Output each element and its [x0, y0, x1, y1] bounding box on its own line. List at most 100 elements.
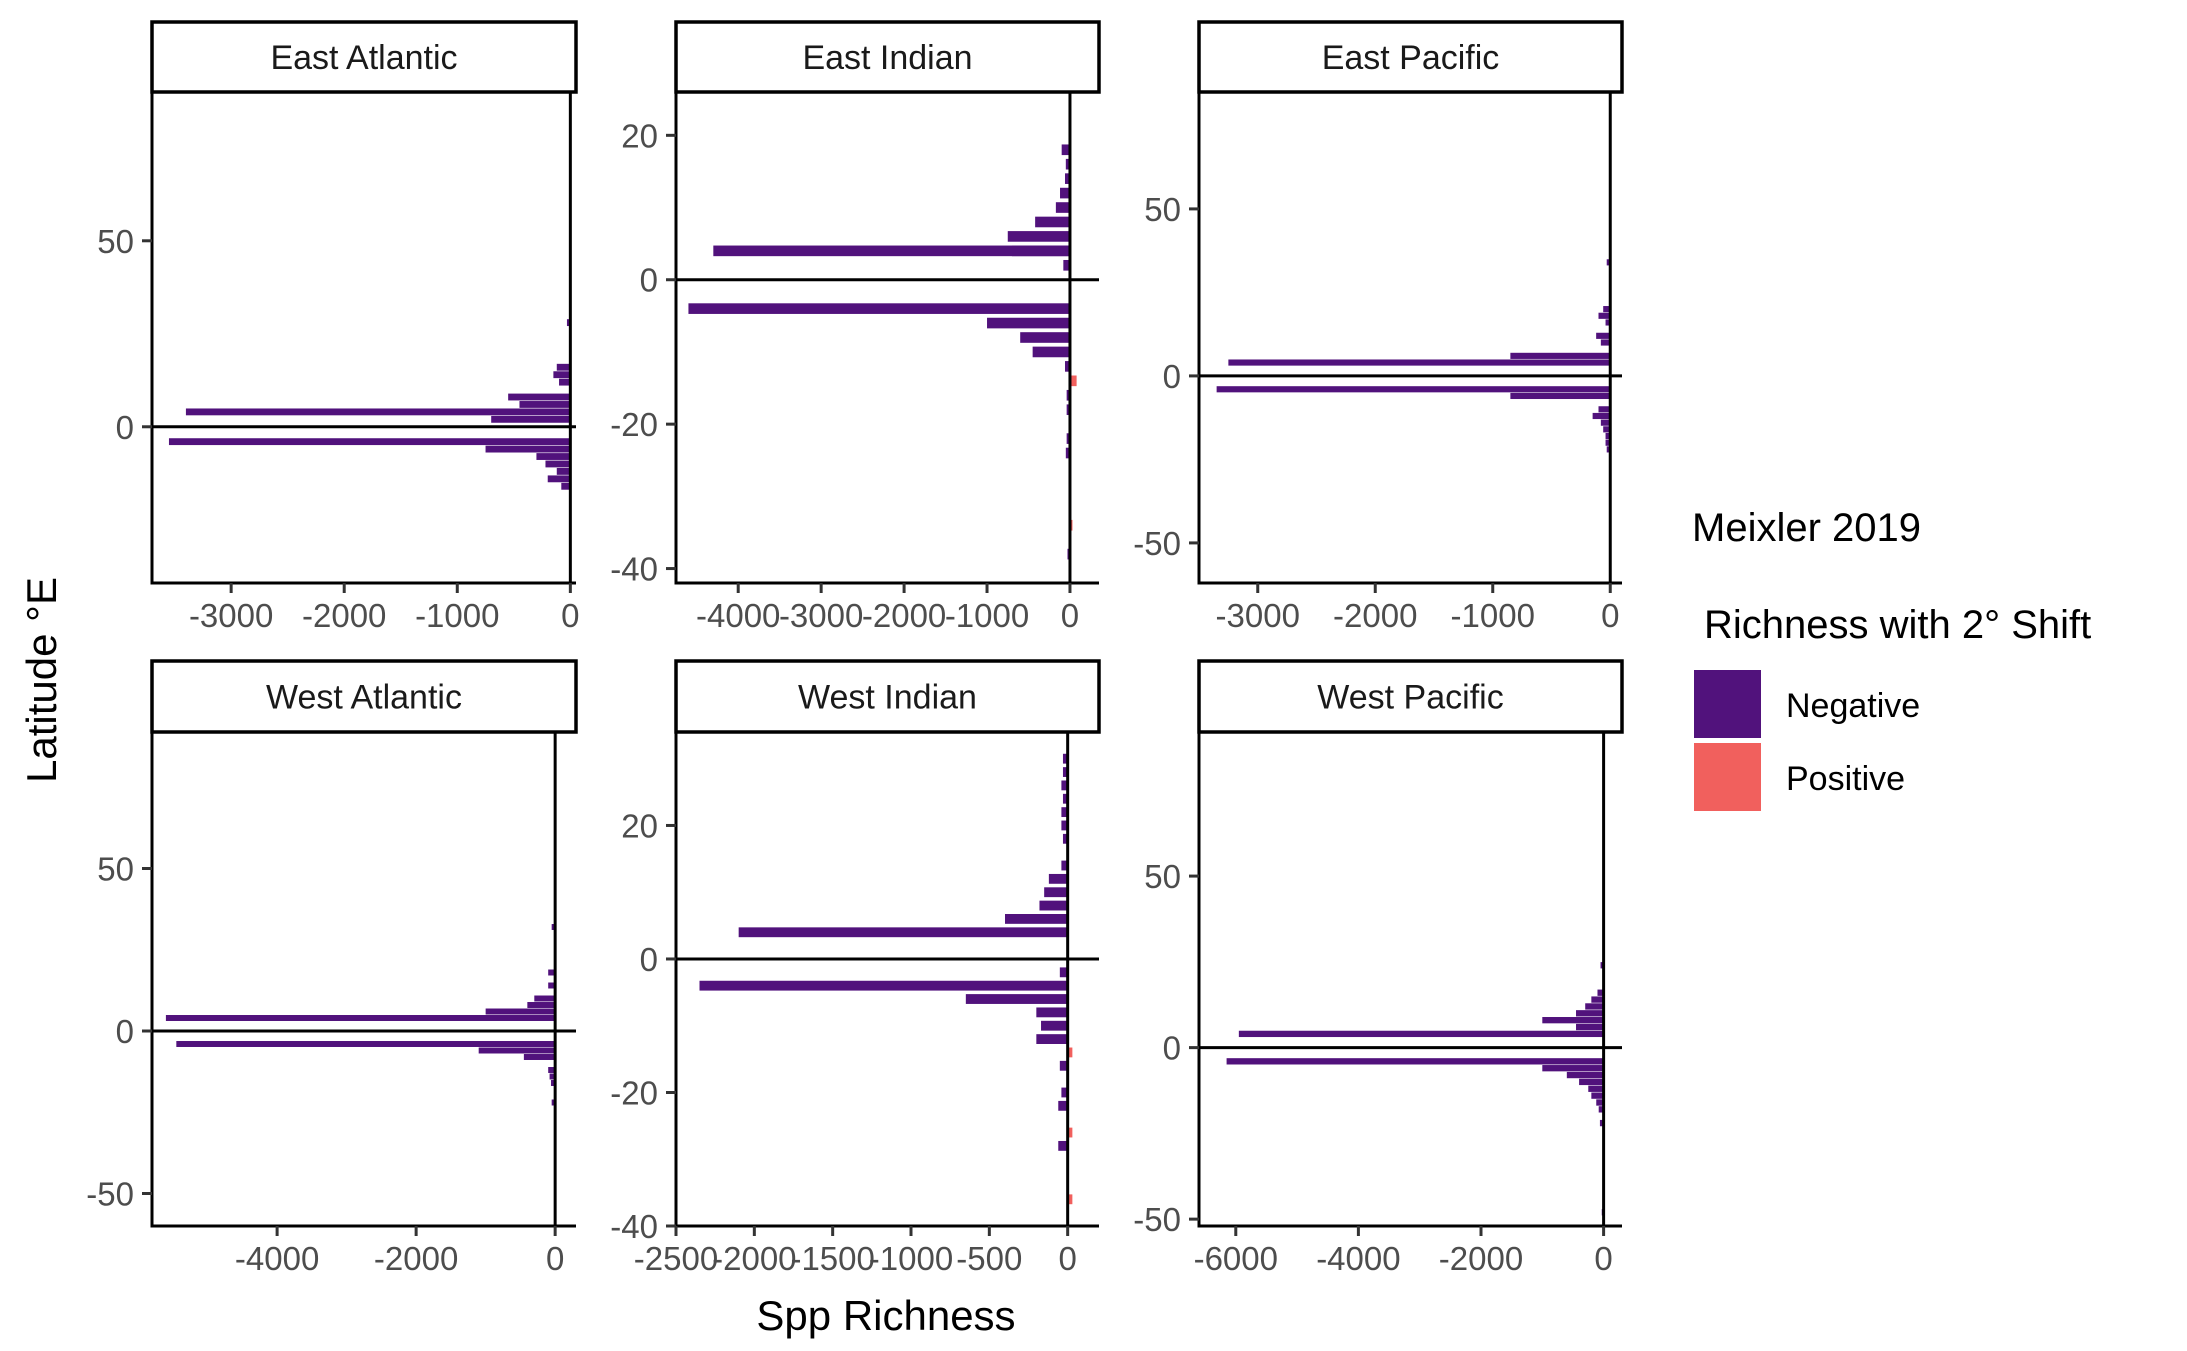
bar-negative [519, 401, 571, 408]
bar-negative [1228, 359, 1611, 366]
x-tick-label: -1000 [1451, 597, 1535, 634]
x-tick-label: -1500 [790, 1240, 874, 1277]
bar-negative [987, 317, 1070, 329]
y-tick-label: 0 [1163, 358, 1181, 395]
bar-positive [1067, 1127, 1073, 1138]
panel-title: East Pacific [1322, 39, 1500, 77]
bar-negative [1597, 989, 1604, 996]
bar-negative [1036, 1034, 1068, 1044]
x-tick-label: -1000 [945, 597, 1029, 634]
bar-positive [1067, 1047, 1073, 1058]
bar-negative [1596, 1099, 1604, 1106]
bar-positive [1069, 375, 1077, 387]
bar-negative [1039, 900, 1068, 911]
bar-negative [1061, 860, 1068, 871]
bar-negative [556, 363, 571, 371]
x-tick-label: -2000 [1439, 1240, 1523, 1277]
bar-negative [1041, 1020, 1068, 1031]
y-tick-label: 50 [97, 223, 134, 260]
panel-east-atlantic: East Atlantic 0 50 -3000 -2000 -1000 0 [97, 20, 580, 634]
bar-negative [1606, 259, 1611, 266]
bar-negative [1061, 780, 1068, 791]
bar-negative [1579, 1078, 1604, 1086]
bar-negative [485, 1008, 556, 1015]
x-tick-label: -3000 [779, 597, 863, 634]
x-tick-label: -6000 [1194, 1240, 1278, 1277]
bar-negative [1216, 386, 1611, 393]
y-tick-label: -40 [610, 1208, 658, 1245]
legend-title: Meixler 2019 [1692, 506, 1921, 550]
bar-negative [1035, 216, 1070, 228]
bar-negative [553, 371, 571, 379]
panel-east-indian: East Indian -40 -20 0 20 -4000-3000-2000-1000… [610, 20, 1101, 634]
bar-negative [550, 1080, 556, 1086]
x-tick-label: 0 [561, 597, 579, 634]
bar-negative [1064, 361, 1070, 372]
bar-negative [1238, 1030, 1604, 1038]
bar-negative [1591, 996, 1604, 1003]
bar-negative [1598, 312, 1611, 319]
x-tick-label: -2500 [634, 1240, 718, 1277]
bar-negative [559, 378, 571, 386]
bar-negative [1062, 793, 1068, 804]
x-tick-label: -3000 [1216, 597, 1300, 634]
bar-negative [1036, 1007, 1068, 1018]
y-tick-label: -50 [86, 1176, 134, 1213]
bar-negative [1603, 426, 1611, 433]
panel-title: West Atlantic [266, 679, 462, 717]
legend-label-positive: Positive [1786, 760, 1905, 798]
bar-negative [168, 438, 571, 446]
y-tick-label: 0 [116, 409, 134, 446]
x-tick-label: -4000 [1316, 1240, 1400, 1277]
x-tick-label: -1000 [869, 1240, 953, 1277]
bar-negative [176, 1041, 556, 1047]
y-tick-label: 0 [640, 941, 658, 978]
y-tick-label: 50 [1144, 858, 1181, 895]
bar-negative [1605, 439, 1611, 446]
bar-negative [1062, 767, 1068, 777]
bar-negative [1058, 1100, 1068, 1111]
bar-negative [1598, 1106, 1604, 1113]
bar-negative [1065, 447, 1070, 459]
bar-negative [1007, 231, 1070, 242]
x-tick-label: 0 [546, 1240, 564, 1277]
bar-negative [548, 969, 556, 976]
bar-negative [1600, 419, 1611, 426]
bar-negative [566, 319, 571, 327]
bar-negative [1603, 306, 1611, 313]
panel-title: East Atlantic [270, 39, 457, 77]
bar-negative [551, 1099, 556, 1106]
strip-east-indian [674, 20, 1101, 94]
bar-negative [1066, 433, 1070, 444]
bar-negative [1064, 173, 1070, 184]
bar-negative [1576, 1023, 1604, 1031]
bar-negative [545, 460, 571, 468]
y-tick-label: -40 [610, 551, 658, 588]
bar-negative [1032, 346, 1070, 358]
strip-east-atlantic [150, 20, 578, 94]
x-tick-label: 0 [1058, 1240, 1076, 1277]
bar-negative [1605, 319, 1611, 326]
bar-negative [1592, 412, 1611, 420]
bar-negative [1542, 1017, 1604, 1024]
bar-negative [1048, 873, 1068, 884]
bar-negative [1058, 1140, 1068, 1151]
panel-west-pacific: West Pacific -50 0 50 -6000 -4000 -2000 0 [1133, 659, 1624, 1277]
bar-negative [556, 467, 571, 475]
bar-negative [1576, 1010, 1604, 1017]
y-tick-label: 0 [640, 262, 658, 299]
bar-negative [1062, 753, 1068, 764]
strip-west-pacific [1197, 659, 1624, 734]
bar-negative [548, 982, 556, 989]
bar-negative [1606, 446, 1611, 453]
y-axis-title: Latitude °E [18, 577, 65, 783]
strip-west-atlantic [150, 659, 578, 734]
y-tick-label: -20 [610, 1074, 658, 1111]
bar-negative [1060, 187, 1070, 199]
x-tick-label: -2000 [374, 1240, 458, 1277]
panel-title: East Indian [802, 39, 972, 77]
x-tick-label: -2000 [1333, 597, 1417, 634]
bar-negative [1585, 1003, 1604, 1010]
